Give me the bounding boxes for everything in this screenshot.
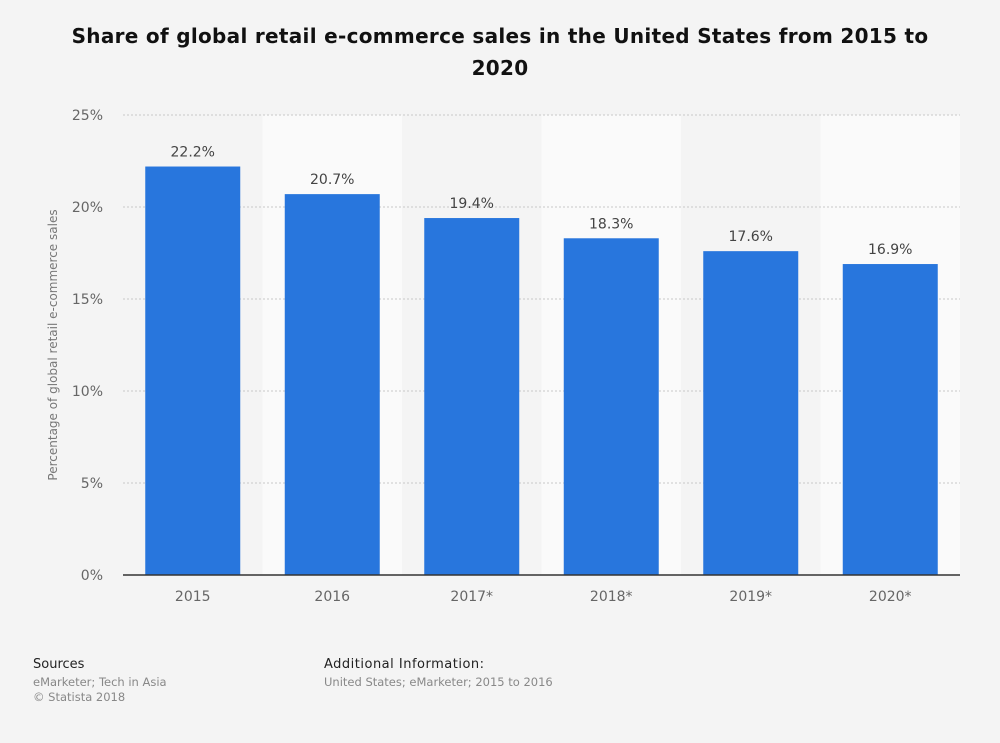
sources-heading: Sources	[33, 657, 85, 672]
y-tick-label: 5%	[81, 476, 103, 492]
y-tick-label: 25%	[72, 108, 103, 124]
bar[interactable]	[842, 264, 938, 575]
x-tick-label: 2015	[175, 589, 211, 605]
additional-info-text: United States; eMarketer; 2015 to 2016	[324, 675, 553, 689]
data-label: 18.3%	[589, 216, 633, 232]
bar[interactable]	[284, 194, 380, 575]
data-label: 19.4%	[450, 196, 494, 212]
y-tick-label: 15%	[72, 292, 103, 308]
bar[interactable]	[563, 238, 659, 575]
bar[interactable]	[145, 166, 241, 575]
copyright: © Statista 2018	[33, 690, 126, 704]
y-axis-label: Percentage of global retail e-commerce s…	[46, 209, 60, 480]
y-tick-label: 20%	[72, 200, 103, 216]
x-tick-label: 2020*	[869, 589, 912, 605]
x-tick-label: 2017*	[450, 589, 493, 605]
chart-title: Share of global retail e-commerce sales …	[71, 24, 929, 80]
x-tick-label: 2018*	[590, 589, 633, 605]
bar[interactable]	[424, 218, 520, 576]
data-label: 17.6%	[729, 229, 773, 245]
bar[interactable]	[703, 251, 799, 575]
data-label: 22.2%	[171, 145, 215, 161]
y-tick-label: 10%	[72, 384, 103, 400]
x-tick-label: 2016	[314, 589, 350, 605]
data-label: 20.7%	[310, 172, 354, 188]
data-label: 16.9%	[868, 242, 912, 258]
additional-info-heading: Additional Information:	[324, 657, 485, 672]
y-tick-label: 0%	[81, 568, 103, 584]
sources-text[interactable]: eMarketer; Tech in Asia	[33, 675, 167, 689]
x-tick-label: 2019*	[729, 589, 772, 605]
